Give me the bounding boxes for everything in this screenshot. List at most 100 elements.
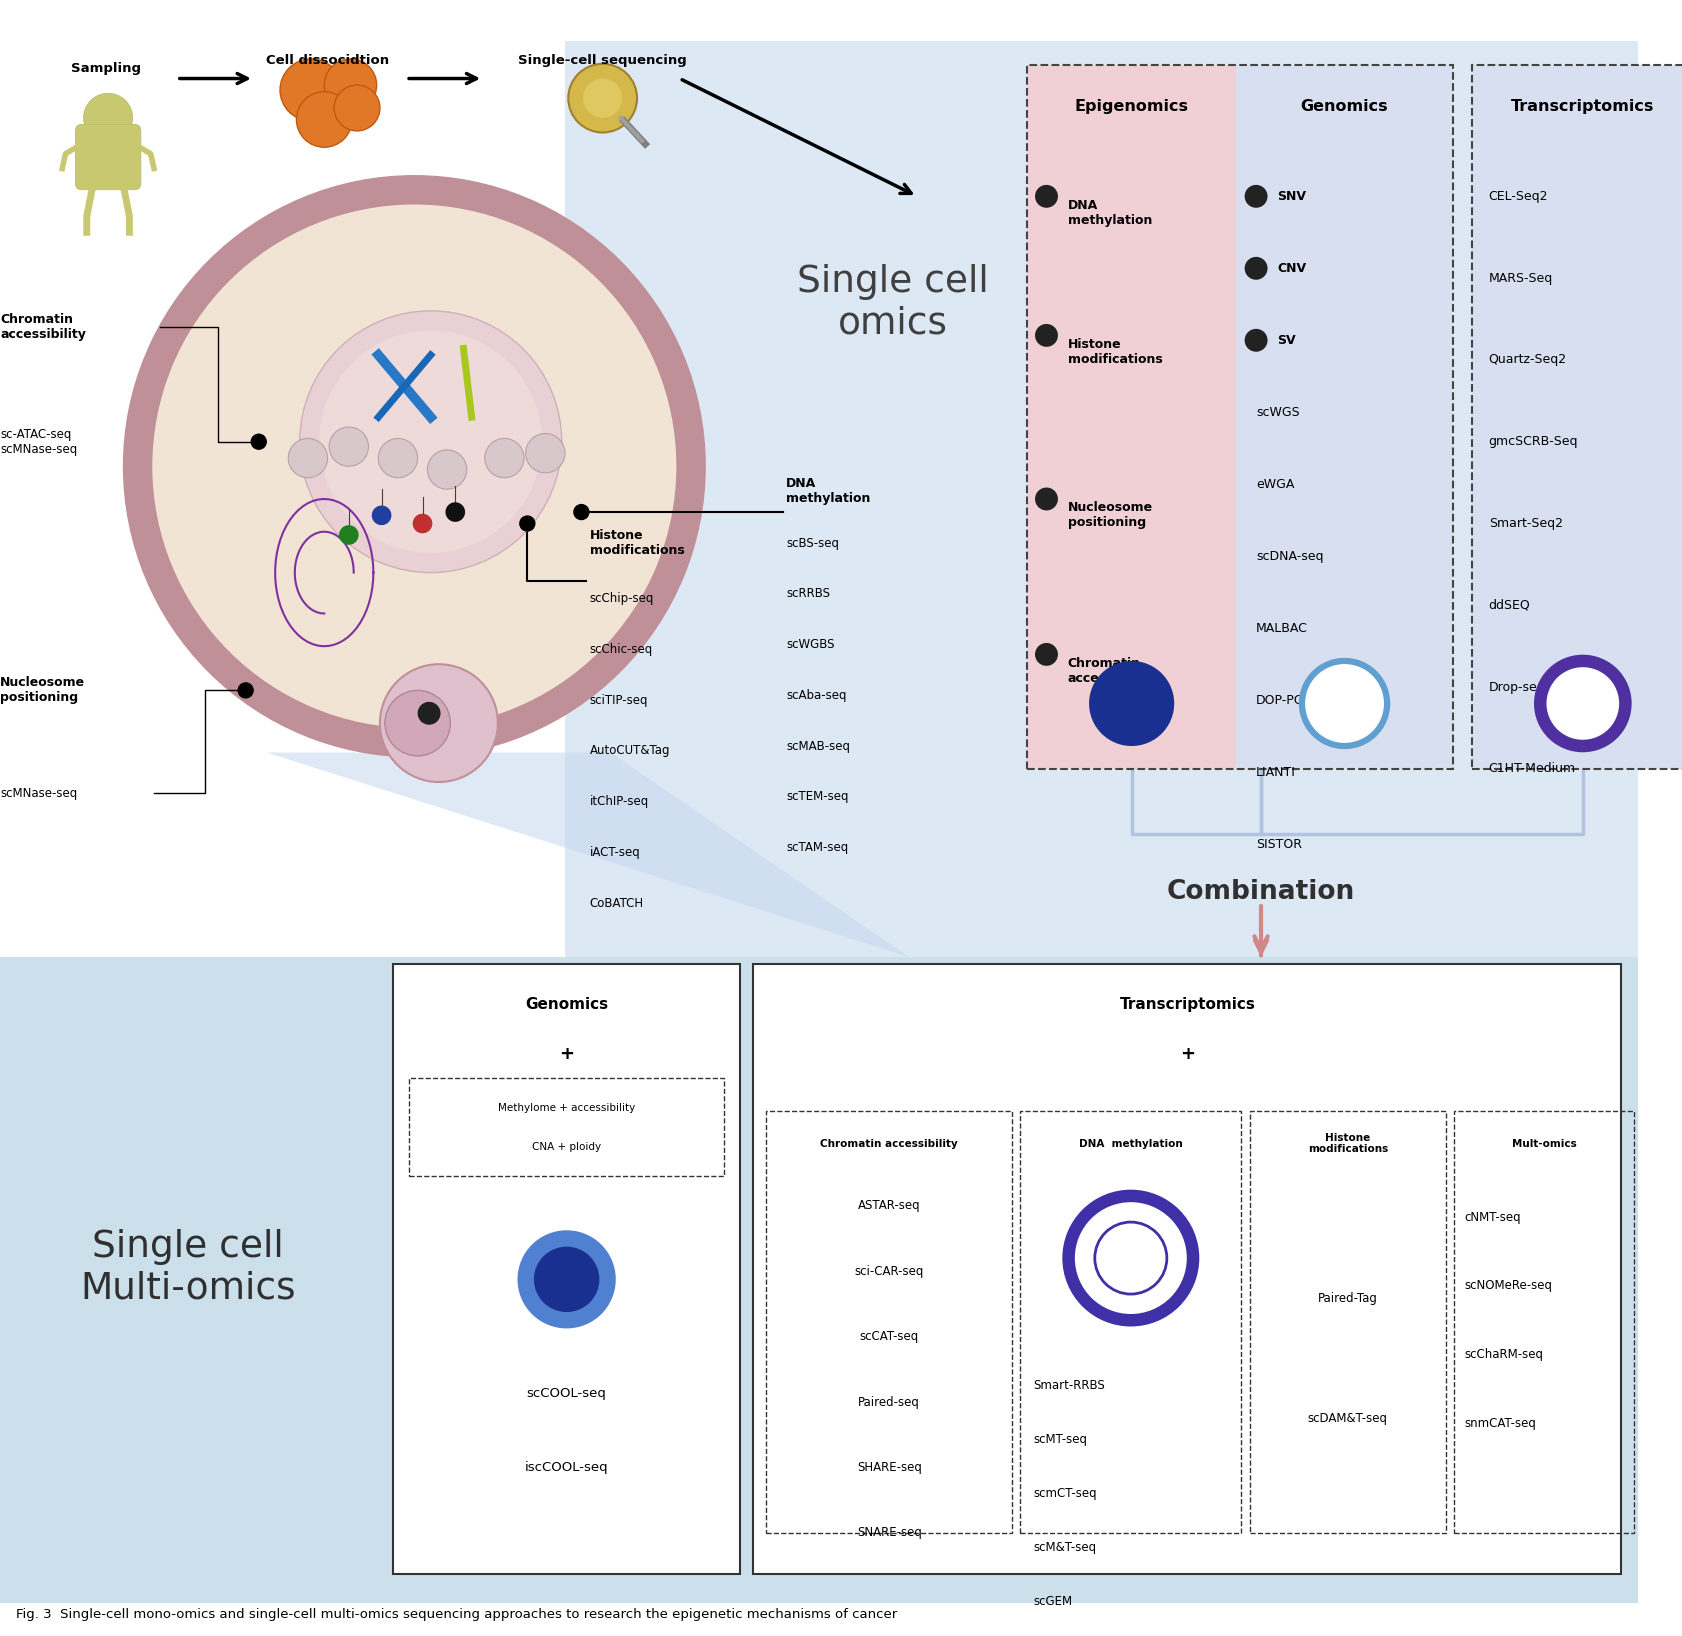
Text: scRRBS: scRRBS [785,587,831,600]
Text: Histone
modifications: Histone modifications [590,528,685,558]
Text: AutoCUT&Tag: AutoCUT&Tag [590,744,669,757]
Circle shape [446,502,466,522]
Text: ASTAR-seq: ASTAR-seq [858,1199,920,1212]
Circle shape [427,450,466,489]
Circle shape [1245,329,1268,352]
Text: Mult-omics: Mult-omics [1512,1139,1576,1148]
Text: scDAM&T-seq: scDAM&T-seq [1309,1412,1388,1425]
Text: +: + [1179,1044,1194,1063]
Text: sci-CAR-seq: sci-CAR-seq [854,1265,923,1278]
Text: scWGBS: scWGBS [785,638,834,651]
Circle shape [574,504,590,520]
Bar [1455,1111,1635,1533]
Text: DNA
methylation: DNA methylation [1068,198,1152,227]
Text: scDNA-seq: scDNA-seq [1256,550,1324,563]
Text: SHARE-seq: SHARE-seq [856,1461,922,1474]
Text: scMNase-seq: scMNase-seq [0,787,77,800]
Text: scCAT-seq: scCAT-seq [860,1330,918,1343]
Circle shape [251,434,267,450]
Text: CEL-Seq2: CEL-Seq2 [1489,190,1547,203]
Text: scChic-seq: scChic-seq [590,643,653,656]
Text: scMAB-seq: scMAB-seq [785,739,849,753]
Circle shape [1034,185,1058,208]
Text: scWGS: scWGS [1256,406,1300,419]
Circle shape [1034,488,1058,510]
Bar [409,1078,723,1176]
Text: Single cell
omics: Single cell omics [797,263,989,342]
Text: cNMT-seq: cNMT-seq [1463,1211,1521,1224]
Circle shape [340,525,358,545]
Bar [767,1111,1013,1533]
Text: scM&T-seq: scM&T-seq [1033,1541,1097,1554]
Circle shape [123,175,706,757]
Circle shape [380,664,498,782]
Text: Transcriptomics: Transcriptomics [1120,996,1255,1013]
Circle shape [378,438,417,478]
Text: sciTIP-seq: sciTIP-seq [590,694,648,707]
Text: ddSEQ: ddSEQ [1489,599,1531,612]
Text: snmCAT-seq: snmCAT-seq [1463,1417,1536,1430]
Text: scMT-seq: scMT-seq [1033,1433,1087,1446]
Text: eWGA: eWGA [1256,478,1295,491]
Text: MALBAC: MALBAC [1256,622,1309,635]
Text: scmCT-seq: scmCT-seq [1033,1487,1097,1500]
Text: CNA + ploidy: CNA + ploidy [532,1142,600,1152]
Text: sc-ATAC-seq
scMNase-seq: sc-ATAC-seq scMNase-seq [0,427,77,456]
Circle shape [1088,661,1174,746]
Text: scCOOL-seq: scCOOL-seq [526,1387,607,1400]
Circle shape [417,702,441,725]
Circle shape [1034,324,1058,347]
Text: DOP-PCR: DOP-PCR [1256,694,1312,707]
Text: Combination: Combination [1167,879,1356,905]
Text: DNA
methylation: DNA methylation [785,476,871,506]
Circle shape [296,92,352,147]
Text: Smart-RRBS: Smart-RRBS [1033,1379,1105,1392]
Circle shape [1245,257,1268,280]
FancyBboxPatch shape [76,124,141,190]
Text: scNOMeRe-seq: scNOMeRe-seq [1463,1279,1552,1292]
Circle shape [288,438,328,478]
Text: Sampling: Sampling [71,62,141,75]
Text: Epigenomics: Epigenomics [1075,98,1189,115]
Bar [1250,1111,1447,1533]
Text: MARS-Seq: MARS-Seq [1489,272,1552,285]
Circle shape [526,434,565,473]
Circle shape [385,690,451,756]
Text: Quartz-Seq2: Quartz-Seq2 [1489,353,1566,366]
Circle shape [320,330,542,553]
Bar [1026,65,1453,769]
Text: Cell dissocidtion: Cell dissocidtion [266,54,389,67]
Text: SV: SV [1277,334,1297,347]
Polygon shape [267,753,908,957]
Circle shape [1095,1222,1167,1294]
Circle shape [279,59,341,121]
Text: Genomics: Genomics [1300,98,1388,115]
Bar [1021,1111,1241,1533]
Text: SNARE-seq: SNARE-seq [856,1526,922,1539]
Text: Chromatin
accessibility: Chromatin accessibility [0,312,86,342]
Bar [1026,65,1236,769]
Circle shape [84,93,133,142]
Text: scBS-seq: scBS-seq [785,537,839,550]
Text: DNA  methylation: DNA methylation [1078,1139,1182,1148]
Bar [0,957,1638,1603]
Circle shape [372,506,392,525]
Text: Smart-Seq2: Smart-Seq2 [1489,517,1563,530]
Text: scChip-seq: scChip-seq [590,592,654,605]
Text: Methylome + accessibility: Methylome + accessibility [498,1103,636,1112]
Circle shape [299,311,562,573]
Text: Nucleosome
positioning: Nucleosome positioning [1068,501,1152,530]
Circle shape [412,514,432,533]
Text: C1HT-Medium: C1HT-Medium [1489,762,1576,775]
Text: Chromatin accessibility: Chromatin accessibility [821,1139,959,1148]
Circle shape [1068,1196,1193,1320]
Text: gmcSCRB-Seq: gmcSCRB-Seq [1489,435,1578,448]
Text: Single cell
Multi-omics: Single cell Multi-omics [81,1229,296,1307]
Bar [1236,65,1453,769]
Text: Chromatin
accessibility: Chromatin accessibility [1068,656,1154,685]
Text: Histone
modifications: Histone modifications [1068,337,1162,366]
Circle shape [569,64,637,133]
Text: itChIP-seq: itChIP-seq [590,795,649,808]
Text: CNV: CNV [1277,262,1307,275]
Text: iscCOOL-seq: iscCOOL-seq [525,1461,609,1474]
